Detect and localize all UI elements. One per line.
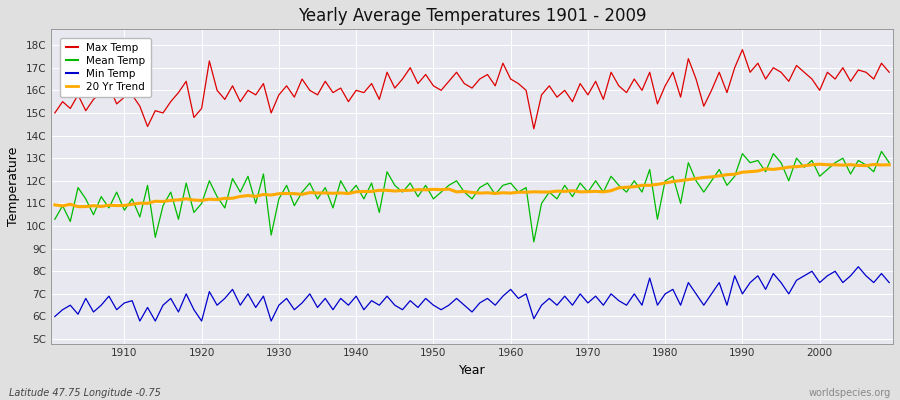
Text: worldspecies.org: worldspecies.org (809, 388, 891, 398)
Title: Yearly Average Temperatures 1901 - 2009: Yearly Average Temperatures 1901 - 2009 (298, 7, 646, 25)
Text: Latitude 47.75 Longitude -0.75: Latitude 47.75 Longitude -0.75 (9, 388, 161, 398)
X-axis label: Year: Year (459, 364, 485, 377)
Y-axis label: Temperature: Temperature (7, 147, 20, 226)
Legend: Max Temp, Mean Temp, Min Temp, 20 Yr Trend: Max Temp, Mean Temp, Min Temp, 20 Yr Tre… (60, 38, 151, 98)
